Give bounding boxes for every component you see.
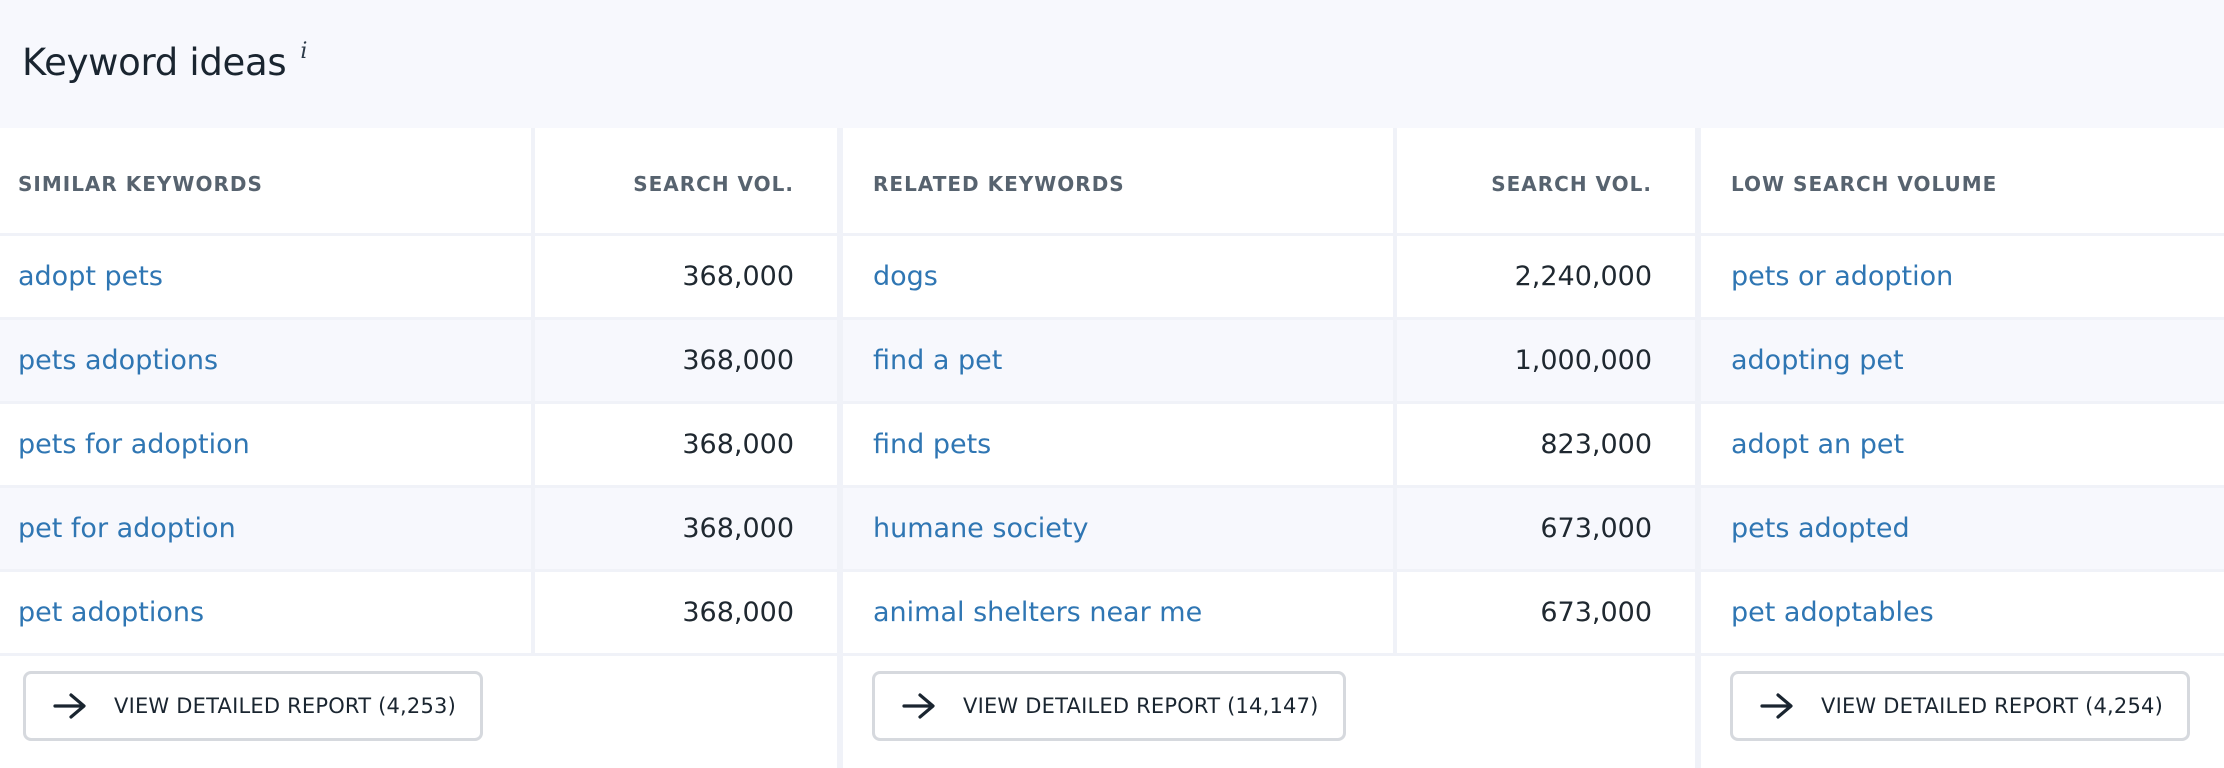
keyword-link[interactable]: pet adoptions — [18, 597, 205, 628]
table-row: pets for adoption 368,000 — [0, 404, 837, 488]
table-header: SIMILAR KEYWORDS SEARCH VOL. — [0, 128, 837, 236]
arrow-right-icon — [1760, 693, 1793, 719]
button-label: VIEW DETAILED REPORT (4,254) — [1821, 694, 2163, 718]
search-volume-value: 368,000 — [682, 429, 794, 460]
keyword-link[interactable]: humane society — [873, 513, 1089, 544]
search-volume-value: 673,000 — [1540, 597, 1652, 628]
arrow-right-icon — [902, 693, 935, 719]
table-row: pets adopted — [1701, 488, 2224, 572]
keyword-link[interactable]: adopt pets — [18, 261, 163, 292]
keyword-link[interactable]: pets adoptions — [18, 345, 219, 376]
keyword-link[interactable]: pet for adoption — [18, 513, 236, 544]
keyword-ideas-header: Keyword ideas i — [0, 0, 2224, 128]
search-volume-value: 368,000 — [682, 513, 794, 544]
table-row: humane society 673,000 — [843, 488, 1695, 572]
info-icon[interactable]: i — [300, 38, 308, 64]
table-row: pet adoptables — [1701, 572, 2224, 656]
section-footer: VIEW DETAILED REPORT (4,253) — [0, 656, 837, 768]
table-row: dogs 2,240,000 — [843, 236, 1695, 320]
table-row: pets adoptions 368,000 — [0, 320, 837, 404]
low-search-volume-header: LOW SEARCH VOLUME — [1731, 171, 1998, 196]
keyword-link[interactable]: pets for adoption — [18, 429, 250, 460]
table-row: adopting pet — [1701, 320, 2224, 404]
section-footer: VIEW DETAILED REPORT (14,147) — [843, 656, 1695, 768]
keyword-link[interactable]: adopt an pet — [1731, 429, 1905, 460]
table-row: animal shelters near me 673,000 — [843, 572, 1695, 656]
search-volume-value: 1,000,000 — [1514, 345, 1652, 376]
similar-keywords-header: SIMILAR KEYWORDS — [18, 171, 263, 196]
search-volume-value: 823,000 — [1540, 429, 1652, 460]
keyword-sections: SIMILAR KEYWORDS SEARCH VOL. adopt pets … — [0, 128, 2224, 768]
related-keywords-section: RELATED KEYWORDS SEARCH VOL. dogs 2,240,… — [837, 128, 1695, 768]
arrow-right-icon — [53, 693, 86, 719]
keyword-link[interactable]: find pets — [873, 429, 992, 460]
similar-keywords-section: SIMILAR KEYWORDS SEARCH VOL. adopt pets … — [0, 128, 837, 768]
view-detailed-report-button[interactable]: VIEW DETAILED REPORT (4,254) — [1730, 671, 2190, 741]
search-volume-value: 368,000 — [682, 345, 794, 376]
keyword-link[interactable]: pets adopted — [1731, 513, 1910, 544]
keyword-link[interactable]: animal shelters near me — [873, 597, 1203, 628]
search-volume-value: 2,240,000 — [1514, 261, 1652, 292]
search-volume-header: SEARCH VOL. — [1491, 171, 1652, 196]
keyword-link[interactable]: pets or adoption — [1731, 261, 1954, 292]
table-row: pet adoptions 368,000 — [0, 572, 837, 656]
search-volume-value: 368,000 — [682, 597, 794, 628]
table-row: find pets 823,000 — [843, 404, 1695, 488]
section-footer: VIEW DETAILED REPORT (4,254) — [1701, 656, 2224, 768]
search-volume-value: 673,000 — [1540, 513, 1652, 544]
low-search-volume-section: LOW SEARCH VOLUME pets or adoption adopt… — [1695, 128, 2224, 768]
table-header: RELATED KEYWORDS SEARCH VOL. — [843, 128, 1695, 236]
keyword-link[interactable]: dogs — [873, 261, 938, 292]
related-keywords-header: RELATED KEYWORDS — [873, 171, 1125, 196]
table-row: find a pet 1,000,000 — [843, 320, 1695, 404]
search-volume-value: 368,000 — [682, 261, 794, 292]
table-row: adopt an pet — [1701, 404, 2224, 488]
table-row: adopt pets 368,000 — [0, 236, 837, 320]
table-row: pets or adoption — [1701, 236, 2224, 320]
keyword-link[interactable]: find a pet — [873, 345, 1003, 376]
button-label: VIEW DETAILED REPORT (14,147) — [963, 694, 1319, 718]
view-detailed-report-button[interactable]: VIEW DETAILED REPORT (14,147) — [872, 671, 1346, 741]
table-header: LOW SEARCH VOLUME — [1701, 128, 2224, 236]
keyword-link[interactable]: pet adoptables — [1731, 597, 1934, 628]
view-detailed-report-button[interactable]: VIEW DETAILED REPORT (4,253) — [23, 671, 483, 741]
search-volume-header: SEARCH VOL. — [633, 171, 794, 196]
page-title: Keyword ideas — [22, 40, 287, 84]
button-label: VIEW DETAILED REPORT (4,253) — [114, 694, 456, 718]
table-row: pet for adoption 368,000 — [0, 488, 837, 572]
keyword-link[interactable]: adopting pet — [1731, 345, 1904, 376]
